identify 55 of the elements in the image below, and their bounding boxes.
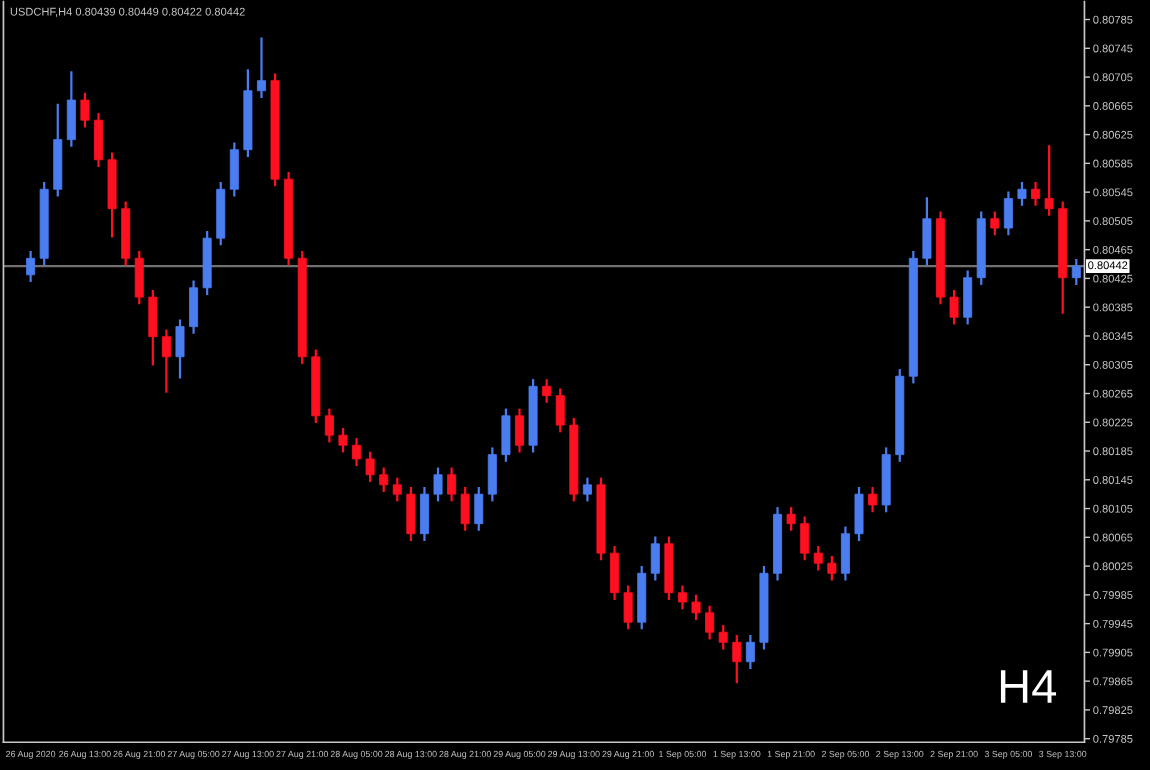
candlestick [406,485,416,543]
candlestick [963,269,973,326]
candlestick [949,288,959,326]
candlestick [813,544,823,572]
candlestick [338,426,348,454]
candlestick [352,436,362,468]
candlestick [515,407,524,454]
candlestick [447,466,457,503]
candlestick [650,535,660,582]
candlestick [745,634,755,671]
candlestick [433,466,443,503]
candlestick [229,141,239,198]
candlestick [922,196,932,267]
candlestick [379,466,389,494]
candlestick [1017,180,1027,207]
candlestick [175,318,185,380]
candlestick [460,485,470,532]
candlestick [419,485,429,543]
candlestick [786,506,796,532]
candlestick [840,525,850,582]
candlestick [134,249,144,306]
candlestick [677,584,687,611]
candlestick [854,485,864,543]
candlestick [705,604,715,641]
candlestick [800,515,810,562]
candlestick [610,544,620,601]
candlestick [623,584,633,631]
candlestick [827,554,837,582]
candlestick [148,288,158,367]
candlestick [94,111,104,169]
annotation: H4 [1000,670,1057,703]
candlestick [1044,144,1054,217]
candlestick [324,407,334,444]
candlestick [555,387,565,434]
candlestick [80,91,90,129]
candlestick [365,450,375,484]
candlestick [474,485,484,532]
candlestick [1071,257,1081,286]
candlestick [1003,190,1013,237]
candlestick [161,328,171,394]
candlestick [392,476,402,503]
candlestick [990,210,1000,237]
candlestick [718,623,728,651]
candlestick [487,446,497,503]
candlestick [189,279,199,335]
candlestick [256,36,266,100]
candlestick [66,70,76,148]
candlestick [1031,180,1041,207]
candlestick [26,249,36,284]
candlestick [691,593,701,622]
candlestick [732,634,742,685]
candlestick [501,407,511,463]
candlestick [582,476,592,503]
candlestick [868,485,878,514]
candlestick [542,377,552,404]
